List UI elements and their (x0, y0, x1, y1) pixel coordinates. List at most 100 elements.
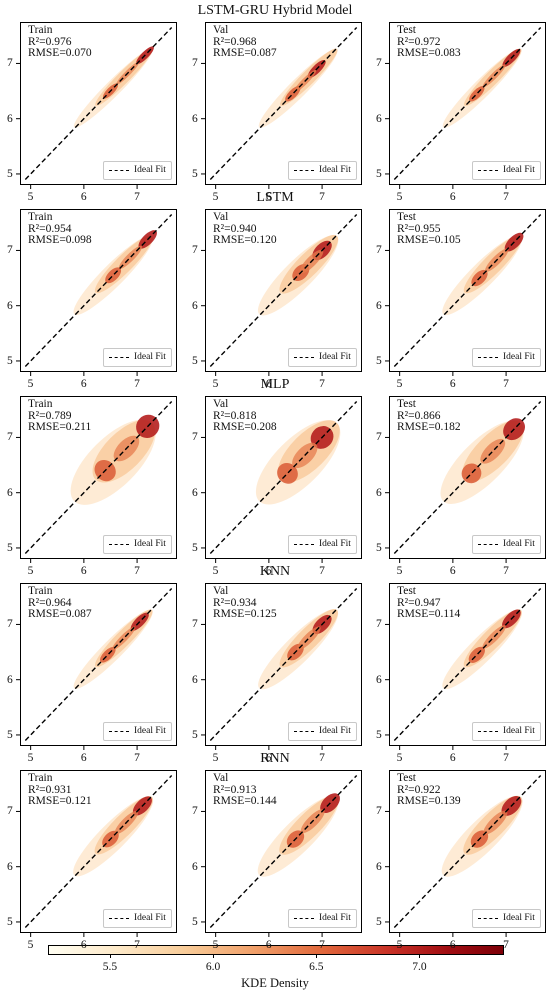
y-tick-label: 6 (192, 486, 198, 499)
rmse-label: RMSE=0.087 (28, 608, 92, 620)
legend-dash-icon (478, 544, 498, 545)
r2-label: R²=0.947 (397, 596, 441, 609)
axes-frame (20, 22, 177, 185)
x-tick-label: 5 (27, 939, 34, 951)
split-label: Train (28, 772, 53, 784)
y-tick-label: 5 (192, 728, 198, 741)
legend-label: Ideal Fit (319, 352, 351, 362)
legend-dash-icon (478, 170, 498, 171)
y-tick-label: 7 (192, 805, 198, 818)
y-tick-label: 7 (376, 244, 382, 257)
ideal-fit-line (393, 401, 542, 554)
ideal-fit-line (393, 588, 542, 741)
y-tick-label: 7 (7, 805, 13, 818)
density-plot (385, 209, 546, 376)
r2-label: R²=0.934 (213, 596, 257, 609)
split-label: Train (28, 24, 53, 36)
scatter-panel: 5 6 7 5 6 7 Val R²=0.940 RMSE=0.120 Ideal Fit (192, 209, 362, 390)
x-tick-label: 6 (265, 565, 272, 577)
x-tick-label: 7 (503, 752, 509, 764)
legend-dash-icon (109, 731, 129, 732)
ideal-fit-line (393, 775, 542, 928)
x-tick-label: 5 (212, 939, 219, 951)
rmse-label: RMSE=0.120 (213, 234, 277, 246)
panel-stats: Train R²=0.964 RMSE=0.087 (28, 585, 92, 621)
split-label: Train (28, 211, 53, 223)
density-blob (480, 438, 506, 464)
y-tick-label: 5 (7, 354, 13, 367)
ideal-fit-line (24, 214, 173, 367)
y-tick-label: 5 (376, 541, 382, 554)
panel-stats: Val R²=0.818 RMSE=0.208 (213, 398, 277, 434)
r2-label: R²=0.972 (397, 35, 441, 48)
r2-label: R²=0.789 (28, 409, 72, 422)
rmse-label: RMSE=0.087 (213, 47, 277, 59)
legend: Ideal Fit (288, 348, 357, 367)
panel-stats: Val R²=0.934 RMSE=0.125 (213, 585, 277, 621)
x-tick-label: 5 (396, 939, 403, 951)
split-label: Test (397, 772, 416, 784)
ideal-fit-line (209, 214, 358, 367)
axes-frame (205, 770, 362, 933)
x-tick-label: 6 (449, 752, 456, 764)
y-tick-label: 6 (192, 112, 198, 125)
y-tick-label: 5 (192, 354, 198, 367)
y-tick-label: 6 (376, 673, 382, 686)
x-tick-label: 7 (134, 378, 140, 390)
legend-dash-icon (109, 544, 129, 545)
legend: Ideal Fit (472, 535, 541, 554)
split-label: Test (397, 24, 416, 36)
rmse-label: RMSE=0.105 (397, 234, 461, 246)
x-tick-label: 7 (503, 939, 509, 951)
y-tick-label: 7 (376, 618, 382, 631)
scatter-panel: 5 6 7 5 6 7 Test R²=0.947 RMSE=0.114 Ideal Fit (376, 583, 546, 764)
legend-dash-icon (294, 357, 314, 358)
x-tick-label: 6 (449, 565, 456, 577)
split-label: Train (28, 398, 53, 410)
density-blob (297, 626, 321, 651)
r2-label: R²=0.913 (213, 783, 257, 796)
r2-label: R²=0.866 (397, 409, 441, 422)
density-plot (385, 770, 546, 937)
x-tick-label: 5 (396, 378, 403, 390)
x-tick-label: 7 (503, 565, 509, 577)
density-plot (16, 209, 177, 376)
x-tick-label: 5 (396, 752, 403, 764)
legend-dash-icon (109, 170, 129, 171)
r2-label: R²=0.976 (28, 35, 72, 48)
x-tick-label: 7 (503, 378, 509, 390)
panel-stats: Train R²=0.954 RMSE=0.098 (28, 211, 92, 247)
legend: Ideal Fit (472, 348, 541, 367)
x-tick-label: 7 (319, 565, 325, 577)
legend-label: Ideal Fit (319, 165, 351, 175)
rmse-label: RMSE=0.139 (397, 795, 461, 807)
x-tick-label: 7 (134, 191, 140, 203)
scatter-panel: 5 6 7 5 6 7 Val R²=0.818 RMSE=0.208 Ideal Fit (192, 396, 362, 577)
split-label: Test (397, 398, 416, 410)
split-label: Test (397, 585, 416, 597)
ideal-fit-line (24, 27, 173, 180)
x-tick-label: 7 (319, 191, 325, 203)
x-tick-label: 5 (27, 752, 34, 764)
y-tick-label: 5 (7, 167, 13, 180)
x-tick-label: 5 (212, 565, 219, 577)
y-tick-label: 6 (376, 486, 382, 499)
y-tick-label: 5 (7, 728, 13, 741)
y-tick-label: 7 (192, 244, 198, 257)
legend-dash-icon (478, 918, 498, 919)
legend-dash-icon (294, 731, 314, 732)
y-tick-label: 6 (7, 673, 13, 686)
legend: Ideal Fit (288, 909, 357, 928)
y-tick-label: 6 (7, 486, 13, 499)
axes-frame (205, 22, 362, 185)
legend-dash-icon (294, 170, 314, 171)
legend: Ideal Fit (103, 722, 172, 741)
split-label: Val (213, 585, 229, 597)
split-label: Val (213, 211, 229, 223)
scatter-panel: 5 6 7 5 6 7 Test R²=0.972 RMSE=0.083 Ideal Fit (376, 22, 546, 203)
density-blob (118, 245, 143, 269)
axes-frame (20, 583, 177, 746)
y-tick-label: 7 (376, 805, 382, 818)
x-tick-label: 6 (80, 939, 87, 951)
x-tick-label: 7 (134, 939, 140, 951)
